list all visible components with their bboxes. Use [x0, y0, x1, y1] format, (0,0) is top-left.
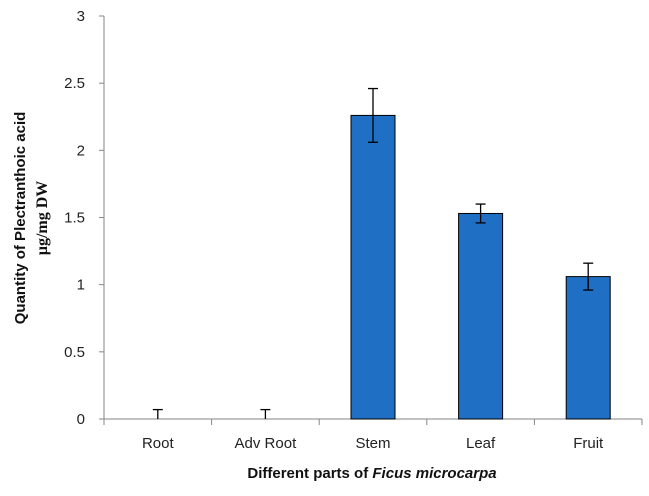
x-axis-title-prefix: Different parts of: [247, 465, 372, 482]
bar: [458, 212, 504, 420]
y-tick-label: 3: [77, 8, 85, 25]
error-bars: [152, 87, 594, 419]
y-tick-label: 0.5: [64, 344, 85, 361]
x-axis: Root Adv Root Stem Leaf Fruit: [103, 418, 643, 452]
bar: [350, 114, 396, 420]
y-axis: 0 0.5 1 1.5 2 2.5 3: [64, 8, 105, 428]
y-tick-label: 1: [77, 277, 85, 294]
bar: [565, 276, 611, 420]
bars: [350, 114, 611, 420]
x-axis-title: Different parts of Ficus microcarpa: [247, 465, 496, 482]
y-tick-label: 2: [77, 142, 85, 159]
y-axis-title-line2: µg/mg DW: [34, 181, 51, 256]
x-tick-label: Fruit: [573, 435, 604, 452]
x-tick-label: Leaf: [466, 435, 496, 452]
x-tick-label: Adv Root: [235, 435, 298, 452]
y-axis-title-line1: Quantity of Plectranthoic acid: [12, 112, 29, 325]
y-tick-label: 1.5: [64, 210, 85, 227]
x-axis-title-italic: Ficus microcarpa: [372, 465, 496, 482]
y-tick-label: 2.5: [64, 75, 85, 92]
x-tick-label: Root: [142, 435, 175, 452]
y-tick-label: 0: [77, 411, 85, 428]
x-tick-label: Stem: [355, 435, 390, 452]
